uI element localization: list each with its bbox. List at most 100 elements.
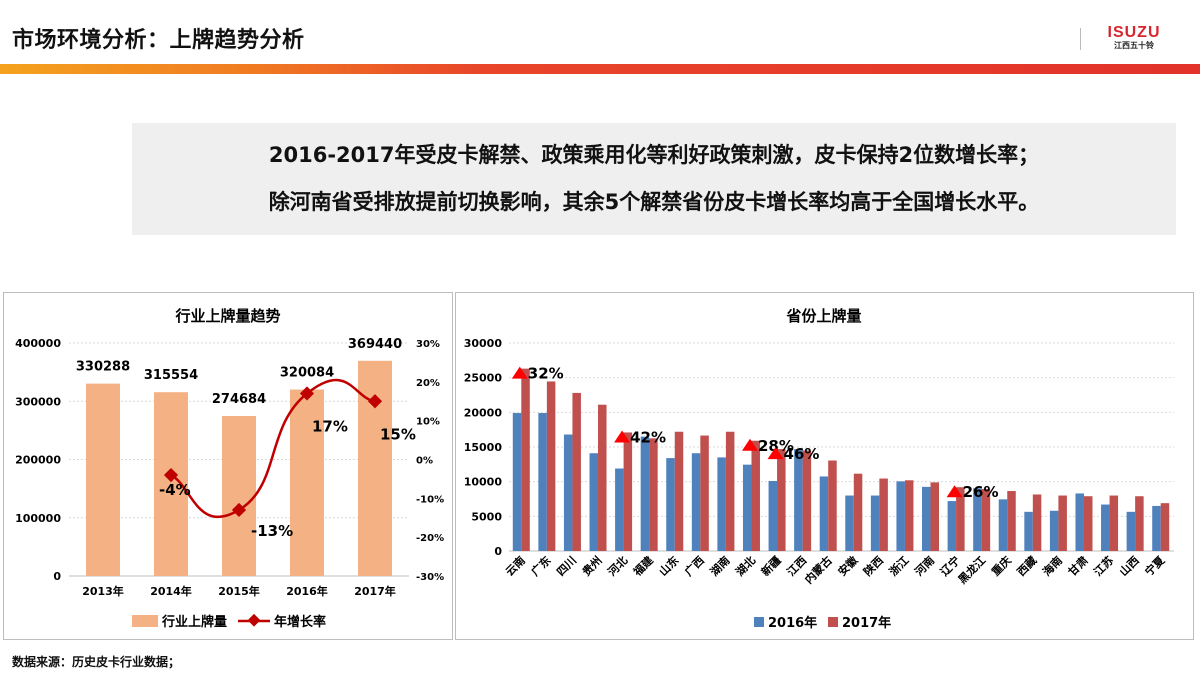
bar-2017	[1032, 494, 1042, 551]
growth-up-triangle-icon	[946, 485, 963, 498]
bar-2016	[742, 464, 752, 551]
bar-2016	[870, 495, 880, 551]
bar-2016	[896, 481, 905, 551]
bar-2017	[777, 449, 786, 551]
y2-tick-label: 10%	[416, 417, 440, 428]
legend-swatch-bar	[132, 615, 158, 627]
x-tick-label: 广西	[681, 553, 706, 578]
bar-2016	[973, 488, 982, 551]
x-tick-label: 陕西	[861, 553, 886, 578]
bar-registrations	[358, 360, 392, 576]
x-tick-label: 山东	[656, 553, 681, 578]
growth-rate-label: -4%	[159, 481, 191, 499]
legend-label: 行业上牌量	[161, 614, 227, 630]
bar-2016	[1075, 493, 1084, 551]
bar-registrations	[86, 383, 120, 576]
growth-rate-marker	[163, 467, 179, 483]
y2-tick-label: -10%	[416, 494, 444, 505]
growth-rate-marker	[299, 386, 315, 401]
y-tick-label: 25000	[464, 372, 503, 385]
x-tick-label: 2014年	[150, 584, 192, 598]
x-tick-label: 2016年	[286, 584, 328, 598]
growth-rate-annotation: 26%	[963, 483, 999, 501]
bar-2017	[879, 478, 888, 551]
bar-2017	[1135, 496, 1144, 551]
bar-value-label: 320084	[280, 366, 334, 381]
message-line-1: 2016-2017年受皮卡解禁、政策乘用化等利好政策刺激，皮卡保持2位数增长率；	[268, 143, 1040, 167]
industry-trend-chart: 行业上牌量趋势 0 100000 200000 300000 400000 -30% -20%…	[15, 307, 444, 630]
data-source-note: 数据来源：历史皮卡行业数据；	[12, 655, 181, 669]
growth-up-triangle-icon	[511, 366, 528, 379]
x-tick-label: 贵州	[579, 553, 604, 578]
x-tick-label: 2013年	[82, 584, 124, 598]
x-tick-label: 宁夏	[1142, 553, 1168, 579]
bar-2017	[521, 368, 530, 551]
bar-2016	[1152, 505, 1161, 551]
growth-rate-annotation: 46%	[784, 445, 820, 463]
logo-brand: ISUZU	[1107, 24, 1161, 41]
x-tick-label: 重庆	[988, 553, 1013, 578]
header-accent-bar	[0, 64, 1200, 74]
growth-rate-label: -13%	[251, 522, 293, 540]
growth-up-triangle-icon	[767, 447, 784, 460]
legend-label: 2016年	[768, 615, 817, 631]
bar-2016	[922, 486, 931, 551]
legend-swatch-2017	[828, 617, 838, 627]
bar-2017	[649, 438, 658, 551]
bar-2017	[981, 488, 991, 551]
x-tick-label: 广东	[528, 553, 553, 578]
bar-2016	[947, 501, 957, 551]
key-message-box: 2016-2017年受皮卡解禁、政策乘用化等利好政策刺激，皮卡保持2位数增长率；…	[132, 123, 1176, 235]
bar-2017	[904, 480, 914, 551]
growth-rate-label: 15%	[380, 425, 416, 443]
bar-2016	[1126, 511, 1136, 551]
x-tick-label: 福建	[630, 553, 657, 580]
y-tick-label: 0	[53, 570, 61, 583]
x-tick-label: 2015年	[218, 584, 260, 598]
x-tick-label: 云南	[502, 553, 527, 578]
industry-trend-chart-panel: 行业上牌量趋势 0 100000 200000 300000 400000 -30% -20%…	[3, 292, 453, 640]
bar-2017	[1007, 491, 1016, 551]
bar-2017	[623, 432, 633, 551]
growth-up-triangle-icon	[614, 430, 631, 443]
y-tick-label: 15000	[464, 441, 503, 454]
bar-2016	[1101, 504, 1110, 551]
y2-tick-label: -30%	[416, 572, 444, 583]
bar-2016	[563, 434, 573, 551]
logo-sub: 江西五十铃	[1114, 41, 1154, 50]
bar-2017	[956, 487, 965, 551]
x-tick-label: 河北	[605, 553, 630, 578]
y2-tick-label: -20%	[416, 533, 444, 544]
x-tick-label: 黑龙江	[955, 553, 988, 586]
bar-2016	[819, 476, 829, 551]
x-tick-label: 安徽	[835, 553, 861, 579]
page-title: 市场环境分析：上牌趋势分析	[12, 28, 305, 53]
y-tick-label: 400000	[15, 337, 61, 350]
bar-2017	[802, 450, 812, 551]
x-tick-label: 内蒙古	[802, 553, 835, 586]
bar-2017	[546, 381, 556, 551]
legend-marker	[247, 613, 261, 627]
message-line-2: 除河南省受排放提前切换影响，其余5个解禁省份皮卡增长率均高于全国增长水平。	[268, 190, 1040, 214]
y2-tick-label: 0%	[416, 456, 433, 467]
growth-rate-label: 17%	[312, 417, 348, 435]
y2-tick-label: 30%	[416, 339, 440, 350]
bar-2016	[666, 458, 675, 551]
chart-title: 省份上牌量	[785, 307, 861, 325]
bar-2016	[1024, 511, 1033, 551]
bar-2017	[930, 482, 940, 551]
y2-tick-label: 20%	[416, 378, 440, 389]
bar-2016	[512, 413, 522, 551]
bar-2016	[717, 457, 726, 551]
bar-2017	[1058, 495, 1067, 551]
x-tick-label: 甘肃	[1065, 553, 1090, 578]
x-tick-label: 2017年	[354, 584, 396, 598]
bar-2016	[538, 413, 547, 551]
bar-2016	[691, 453, 701, 551]
bar-2017	[572, 392, 581, 551]
bar-2017	[674, 431, 684, 551]
province-registration-chart: 省份上牌量 0 5000 10000 15000 20000 25000 30000 云南 广东四…	[464, 307, 1174, 631]
bar-2017	[1160, 503, 1170, 551]
growth-rate-marker	[231, 502, 247, 518]
y-tick-label: 300000	[15, 395, 61, 408]
